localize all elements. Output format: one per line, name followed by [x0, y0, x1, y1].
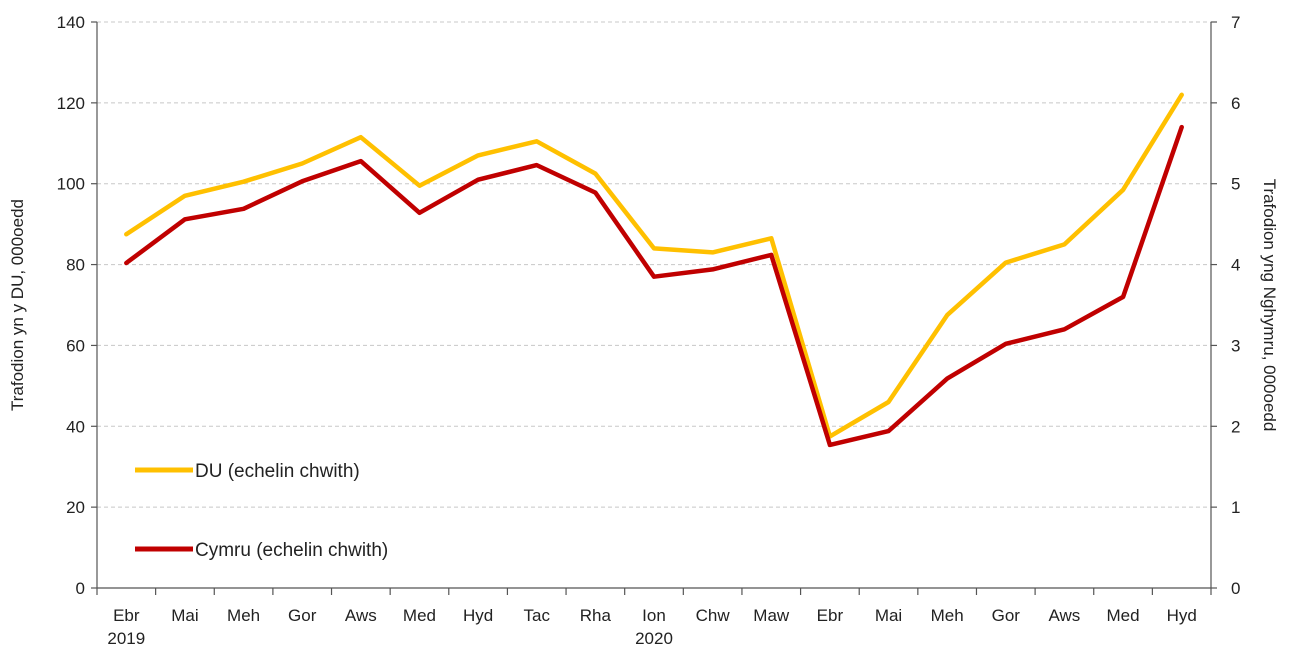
- x-tick-label: Aws: [1049, 606, 1081, 625]
- left-axis-ticks: 0 20 40 60 80 100 120 140: [57, 13, 97, 598]
- legend: DU (echelin chwith) Cymru (echelin chwit…: [135, 461, 388, 561]
- right-tick-label: 2: [1231, 417, 1240, 436]
- series-line-du: [124, 92, 1184, 439]
- left-tick-label: 40: [66, 417, 85, 436]
- right-tick-label: 1: [1231, 498, 1240, 517]
- right-tick-label: 5: [1231, 175, 1240, 194]
- x-tick-label: Hyd: [1167, 606, 1197, 625]
- x-tick-label: Hyd: [463, 606, 493, 625]
- x-tick-label: Tac: [524, 606, 551, 625]
- x-tick-label: Ebr: [113, 606, 140, 625]
- right-axis-title: Trafodion yng Nghymru, 000oedd: [1260, 179, 1279, 432]
- x-tick-label: Gor: [992, 606, 1021, 625]
- left-tick-label: 100: [57, 175, 85, 194]
- right-axis-ticks: 0 1 2 3 4 5 6 7: [1211, 13, 1240, 598]
- right-tick-label: 6: [1231, 94, 1240, 113]
- x-axis-ticks: Ebr Mai Meh Gor Aws Med Hyd Tac Rha Ion Chw Maw Ebr M…: [96, 588, 1212, 648]
- x-tick-label: Mai: [171, 606, 198, 625]
- left-tick-label: 80: [66, 256, 85, 275]
- left-tick-label: 140: [57, 13, 85, 32]
- legend-label-cymru: Cymru (echelin chwith): [195, 540, 388, 561]
- right-tick-label: 3: [1231, 336, 1240, 355]
- x-tick-label: Aws: [345, 606, 377, 625]
- series-line-cymru: [124, 124, 1184, 448]
- x-tick-label: Med: [403, 606, 436, 625]
- x-tick-label: Meh: [227, 606, 260, 625]
- x-tick-label: Maw: [753, 606, 790, 625]
- x-tick-label: Ebr: [817, 606, 844, 625]
- left-tick-label: 20: [66, 498, 85, 517]
- x-tick-label: Med: [1107, 606, 1140, 625]
- left-tick-label: 0: [76, 579, 85, 598]
- x-tick-label: Ion: [642, 606, 666, 625]
- right-tick-label: 7: [1231, 13, 1240, 32]
- x-tick-label: Chw: [696, 606, 731, 625]
- right-tick-label: 4: [1231, 256, 1240, 275]
- x-tick-label: Meh: [931, 606, 964, 625]
- left-axis-title: Trafodion yn y DU, 000oedd: [8, 199, 27, 411]
- x-year-label: 2019: [107, 629, 145, 648]
- legend-label-du: DU (echelin chwith): [195, 461, 360, 482]
- series-lines: [124, 92, 1184, 448]
- gridlines: [97, 21, 1211, 508]
- left-tick-label: 60: [66, 336, 85, 355]
- x-tick-label: Gor: [288, 606, 317, 625]
- axes: [96, 22, 1212, 589]
- x-year-label: 2020: [635, 629, 673, 648]
- x-tick-label: Rha: [580, 606, 612, 625]
- left-tick-label: 120: [57, 94, 85, 113]
- right-tick-label: 0: [1231, 579, 1240, 598]
- x-tick-label: Mai: [875, 606, 902, 625]
